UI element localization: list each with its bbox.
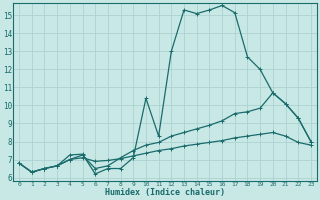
- X-axis label: Humidex (Indice chaleur): Humidex (Indice chaleur): [105, 188, 225, 197]
